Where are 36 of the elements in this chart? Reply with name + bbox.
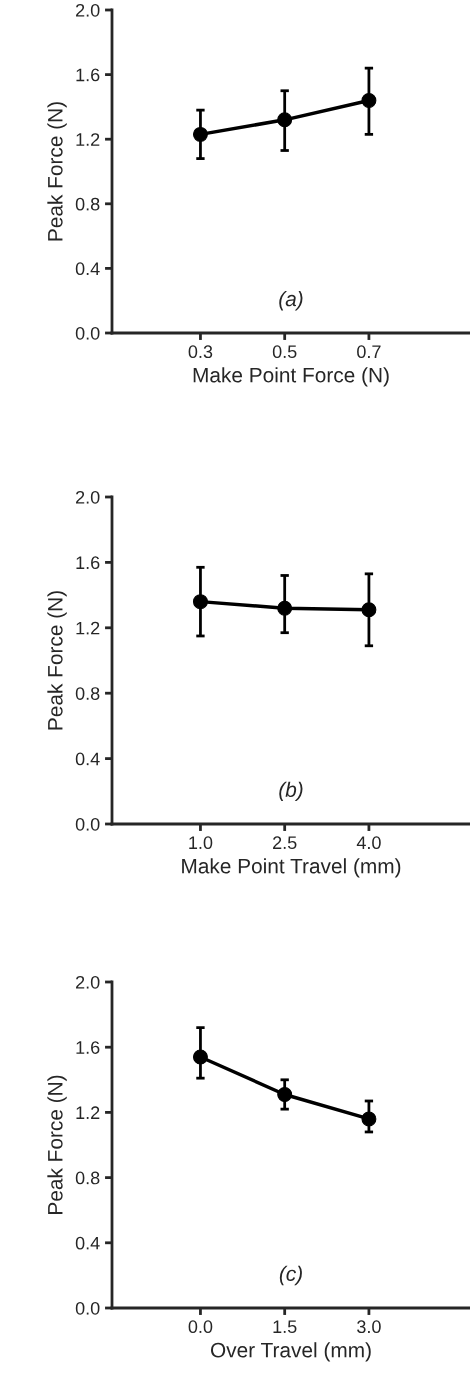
annotation: (c) <box>279 1265 302 1286</box>
y-tick-label: 1.6 <box>76 556 100 570</box>
y-tick-label: 1.6 <box>76 1041 100 1054</box>
y-tick-label: 0.0 <box>75 817 100 831</box>
x-tick-label: 0.5 <box>272 345 297 359</box>
x-tick-label: 3.0 <box>357 1320 381 1334</box>
x-tick-label: 1.5 <box>273 1320 297 1334</box>
x-tick-label: 4.0 <box>356 836 381 850</box>
y-tick-label: 0.4 <box>75 752 100 766</box>
x-tick-label: 0.7 <box>357 345 381 359</box>
annotation: (a) <box>279 290 303 311</box>
x-tick-label: 0.3 <box>188 345 213 359</box>
y-axis-title: Peak Force (N) <box>47 591 67 730</box>
y-tick-label: 0.4 <box>75 1236 100 1250</box>
y-tick-label: 0.4 <box>75 262 100 276</box>
y-axis-title: Peak Force (N) <box>47 102 67 241</box>
annotation: (b) <box>279 781 303 802</box>
y-tick-label: 0.0 <box>75 326 100 340</box>
y-tick-label: 1.2 <box>76 1106 100 1119</box>
x-axis-title: Over Travel (mm) <box>210 1342 371 1362</box>
y-tick-label: 1.2 <box>76 133 100 146</box>
x-tick-label: 1.0 <box>189 836 213 850</box>
y-tick-label: 0.0 <box>75 1301 100 1315</box>
x-tick-label: 0.0 <box>188 1320 213 1334</box>
x-axis-title: Make Point Force (N) <box>193 367 389 387</box>
y-tick-label: 1.6 <box>76 68 100 82</box>
y-tick-label: 0.8 <box>75 197 100 211</box>
y-tick-label: 0.8 <box>75 1171 100 1185</box>
y-tick-label: 2.0 <box>76 3 100 17</box>
y-tick-label: 0.8 <box>75 687 100 700</box>
y-axis-title: Peak Force (N) <box>47 1075 67 1214</box>
y-tick-label: 2.0 <box>76 975 100 989</box>
y-tick-label: 1.2 <box>76 621 100 635</box>
x-tick-label: 2.5 <box>273 836 297 850</box>
x-axis-title: Make Point Travel (mm) <box>182 858 401 878</box>
y-tick-label: 2.0 <box>76 490 100 504</box>
